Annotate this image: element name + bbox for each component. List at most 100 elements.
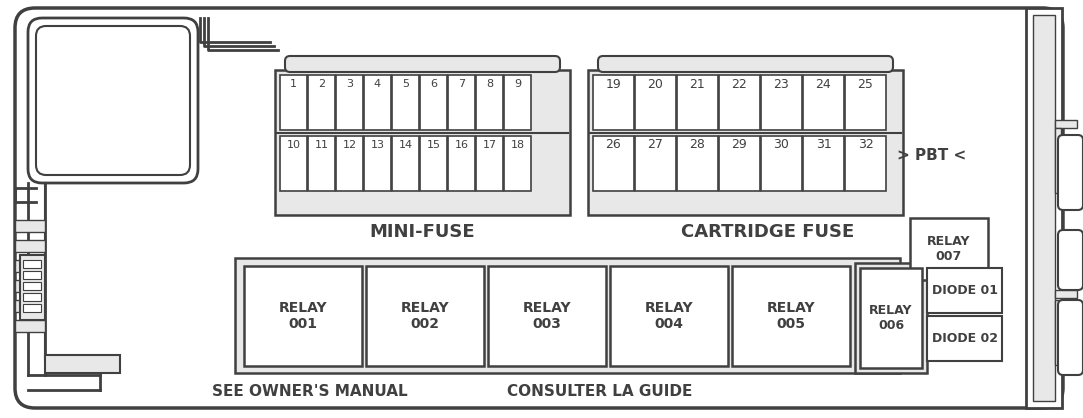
Bar bbox=[677, 136, 718, 191]
Text: 21: 21 bbox=[690, 77, 705, 91]
Bar bbox=[927, 268, 1002, 313]
Text: 2: 2 bbox=[318, 79, 325, 89]
Bar bbox=[23, 282, 41, 290]
Bar bbox=[244, 266, 362, 366]
Bar bbox=[1055, 300, 1061, 365]
Bar bbox=[719, 136, 760, 191]
Bar bbox=[235, 258, 900, 373]
Bar bbox=[1055, 120, 1077, 128]
Bar bbox=[845, 136, 886, 191]
Text: CARTRIDGE FUSE: CARTRIDGE FUSE bbox=[681, 223, 854, 241]
Bar bbox=[1026, 8, 1062, 408]
Bar bbox=[588, 70, 903, 215]
Bar bbox=[488, 266, 606, 366]
Bar bbox=[308, 75, 335, 130]
Text: 29: 29 bbox=[732, 138, 747, 151]
Bar bbox=[275, 70, 570, 215]
Bar bbox=[336, 75, 363, 130]
Bar bbox=[610, 266, 728, 366]
Text: DIODE 02: DIODE 02 bbox=[931, 332, 997, 345]
Bar bbox=[1033, 15, 1055, 401]
Bar bbox=[593, 75, 634, 130]
Text: 1: 1 bbox=[290, 79, 297, 89]
Bar bbox=[803, 136, 844, 191]
Text: RELAY
002: RELAY 002 bbox=[401, 301, 449, 331]
Bar bbox=[19, 255, 45, 320]
Bar bbox=[280, 136, 306, 191]
Bar bbox=[761, 136, 803, 191]
Bar bbox=[477, 75, 503, 130]
Bar bbox=[392, 136, 419, 191]
Bar bbox=[854, 263, 927, 373]
Text: RELAY
007: RELAY 007 bbox=[927, 235, 970, 263]
Bar bbox=[448, 136, 475, 191]
Text: 11: 11 bbox=[314, 140, 328, 150]
Bar bbox=[927, 316, 1002, 361]
Text: DIODE 01: DIODE 01 bbox=[931, 284, 997, 297]
Bar bbox=[366, 266, 484, 366]
Bar bbox=[15, 280, 45, 292]
Bar bbox=[504, 136, 531, 191]
Text: 31: 31 bbox=[815, 138, 832, 151]
Bar bbox=[1055, 128, 1061, 193]
Bar bbox=[1055, 290, 1077, 298]
Text: 7: 7 bbox=[458, 79, 465, 89]
Text: 22: 22 bbox=[732, 77, 747, 91]
Text: 19: 19 bbox=[605, 77, 622, 91]
Text: 16: 16 bbox=[455, 140, 469, 150]
Bar bbox=[392, 75, 419, 130]
Text: MINI-FUSE: MINI-FUSE bbox=[369, 223, 475, 241]
Bar bbox=[860, 268, 922, 368]
Text: 12: 12 bbox=[342, 140, 356, 150]
FancyBboxPatch shape bbox=[1058, 230, 1083, 290]
Text: 6: 6 bbox=[430, 79, 438, 89]
FancyBboxPatch shape bbox=[1058, 135, 1083, 210]
Text: 18: 18 bbox=[510, 140, 524, 150]
Bar bbox=[364, 136, 391, 191]
FancyBboxPatch shape bbox=[28, 18, 198, 183]
Text: 30: 30 bbox=[773, 138, 790, 151]
FancyBboxPatch shape bbox=[15, 8, 1064, 408]
Text: 23: 23 bbox=[773, 77, 790, 91]
FancyBboxPatch shape bbox=[285, 56, 560, 72]
Bar bbox=[845, 75, 886, 130]
Bar bbox=[732, 266, 850, 366]
Text: RELAY
005: RELAY 005 bbox=[767, 301, 815, 331]
Text: 4: 4 bbox=[374, 79, 381, 89]
Text: 20: 20 bbox=[648, 77, 664, 91]
Bar bbox=[803, 75, 844, 130]
FancyBboxPatch shape bbox=[36, 26, 190, 175]
Bar bbox=[635, 75, 676, 130]
Bar bbox=[420, 75, 447, 130]
Bar bbox=[15, 260, 45, 272]
Text: 14: 14 bbox=[399, 140, 413, 150]
Bar bbox=[15, 320, 45, 332]
Text: RELAY
006: RELAY 006 bbox=[870, 304, 913, 332]
Text: 10: 10 bbox=[287, 140, 300, 150]
Text: 28: 28 bbox=[690, 138, 705, 151]
Bar bbox=[420, 136, 447, 191]
Text: > PBT <: > PBT < bbox=[898, 148, 967, 163]
Bar bbox=[677, 75, 718, 130]
Bar bbox=[23, 260, 41, 268]
Bar bbox=[23, 304, 41, 312]
Text: 3: 3 bbox=[345, 79, 353, 89]
Bar bbox=[23, 271, 41, 279]
Text: RELAY
003: RELAY 003 bbox=[523, 301, 572, 331]
Text: 9: 9 bbox=[514, 79, 521, 89]
Text: RELAY
001: RELAY 001 bbox=[278, 301, 327, 331]
Bar bbox=[23, 293, 41, 301]
Bar bbox=[910, 218, 988, 280]
Text: CONSULTER LA GUIDE: CONSULTER LA GUIDE bbox=[507, 385, 693, 400]
Bar bbox=[504, 75, 531, 130]
Text: 26: 26 bbox=[605, 138, 622, 151]
Bar bbox=[308, 136, 335, 191]
Text: RELAY
004: RELAY 004 bbox=[644, 301, 693, 331]
Bar bbox=[593, 136, 634, 191]
Bar bbox=[477, 136, 503, 191]
Text: 8: 8 bbox=[486, 79, 493, 89]
Text: 24: 24 bbox=[815, 77, 832, 91]
Text: 32: 32 bbox=[858, 138, 873, 151]
Text: 27: 27 bbox=[648, 138, 664, 151]
Bar bbox=[15, 220, 45, 232]
